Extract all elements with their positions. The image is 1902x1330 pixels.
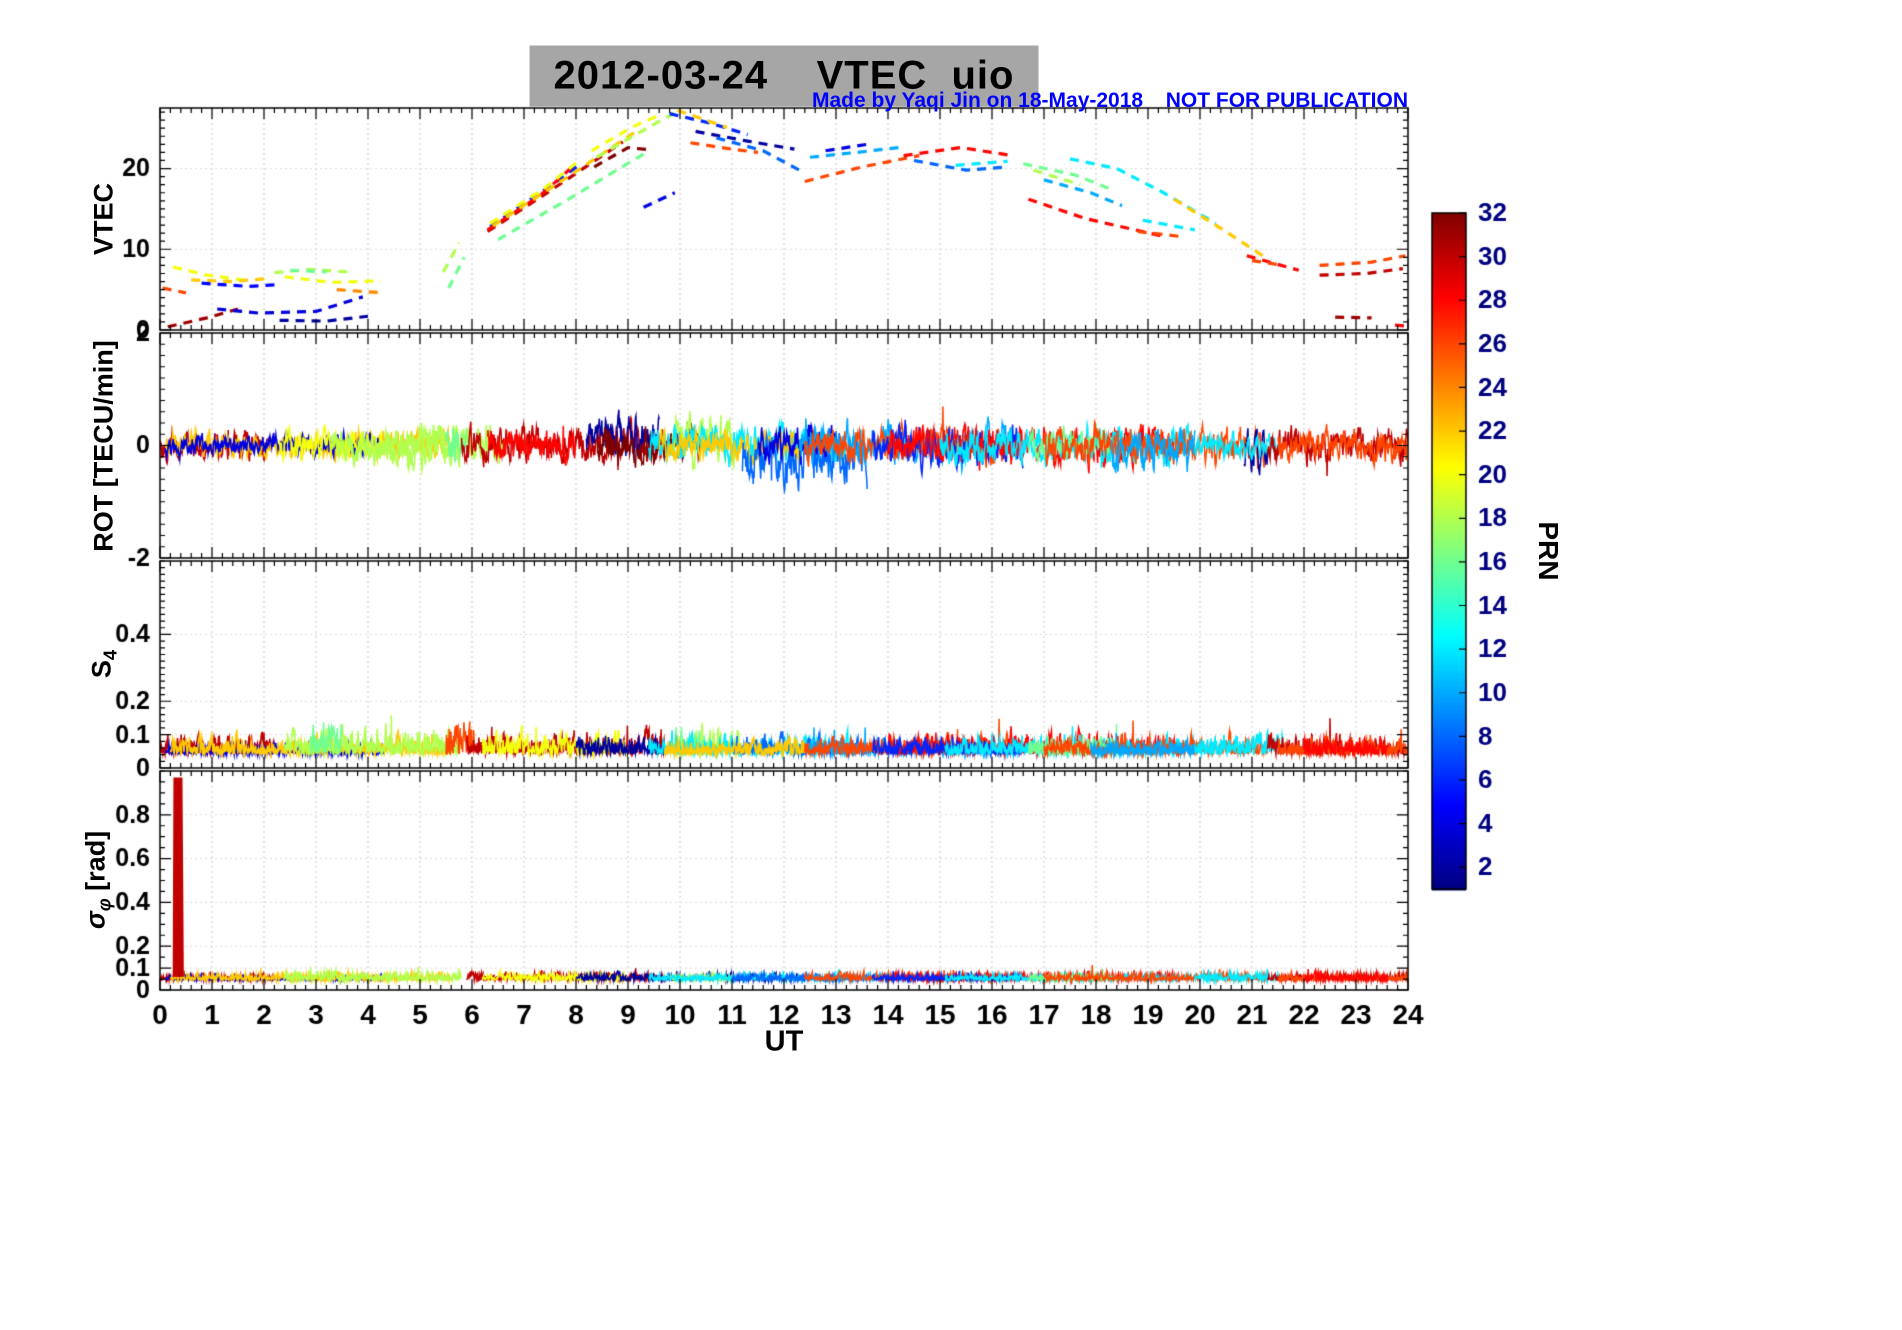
sigma-label-unit: [rad] xyxy=(80,830,111,899)
chart-title: 2012-03-24 VTEC uio xyxy=(529,45,1039,107)
made-by-text: Made by Yaqi Jin on 18-May-2018 xyxy=(812,89,1144,112)
ylabel-sigma-phi: σφ [rad] xyxy=(80,831,115,929)
ylabel-s4: S4 xyxy=(86,650,121,678)
ylabel-rot: ROT [TECU/min] xyxy=(88,340,119,552)
s4-label-main: S xyxy=(86,660,117,679)
s4-label-sub: 4 xyxy=(99,649,121,661)
ylabel-vtec: VTEC xyxy=(88,182,119,256)
sigma-label-main: σ xyxy=(80,911,111,930)
colorbar-label: PRN xyxy=(1533,521,1564,581)
sigma-label-sub: φ xyxy=(93,898,115,912)
xlabel: UT xyxy=(764,1025,804,1058)
credit-line: Made by Yaqi Jin on 18-May-2018 NOT FOR … xyxy=(812,89,1408,113)
not-for-publication-text: NOT FOR PUBLICATION xyxy=(1165,89,1408,112)
